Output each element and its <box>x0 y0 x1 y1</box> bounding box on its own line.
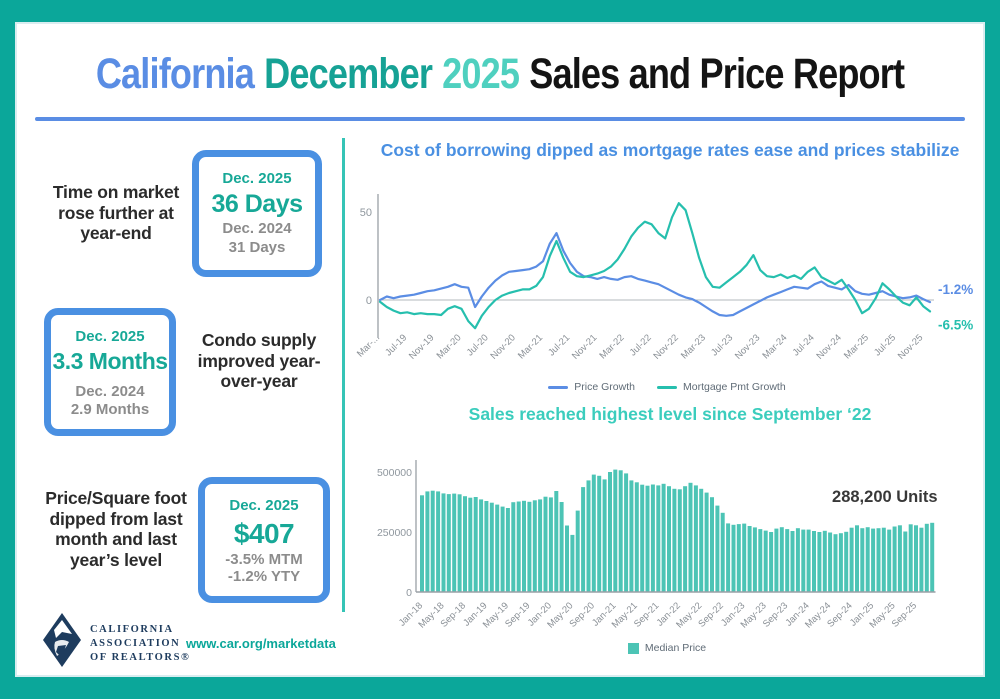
svg-text:Nov-20: Nov-20 <box>488 332 517 361</box>
median-price-label: Median Price <box>644 642 707 654</box>
stat-current-value: 3.3 Months <box>52 347 168 374</box>
svg-text:Nov-24: Nov-24 <box>814 332 843 361</box>
stat-current-label: Dec. 2025 <box>229 497 299 514</box>
svg-text:Jul-24: Jul-24 <box>791 332 817 358</box>
svg-text:250000: 250000 <box>377 527 412 539</box>
svg-text:Nov-23: Nov-23 <box>733 332 762 361</box>
svg-text:Mar-22: Mar-22 <box>598 332 627 361</box>
title-california: California <box>95 50 255 98</box>
line-chart-title: Cost of borrowing dipped as mortgage rat… <box>380 140 960 160</box>
svg-text:500000: 500000 <box>377 467 412 479</box>
car-logo-icon <box>43 613 81 667</box>
vertical-divider <box>342 138 345 612</box>
bar-chart-title: Sales reached highest level since Septem… <box>468 404 872 424</box>
svg-text:-1.2%: -1.2% <box>938 282 973 297</box>
svg-text:-6.5%: -6.5% <box>938 317 973 332</box>
median-price-swatch <box>627 642 639 654</box>
stat-box-days-on-market: Dec. 2025 36 Days Dec. 2024 31 Days <box>192 150 322 277</box>
stat-prior-value: 31 Days <box>228 238 286 256</box>
title-year: 2025 <box>442 50 520 98</box>
car-logo-text: CALIFORNIA ASSOCIATION OF REALTORS® <box>90 624 191 664</box>
stat-current-label: Dec. 2025 <box>75 328 145 345</box>
title-report: Sales and Price Report <box>529 50 905 98</box>
svg-text:0: 0 <box>406 587 412 599</box>
stat-note-condo-supply: Condo supply improved year-over-year <box>197 330 321 392</box>
stat-prior-label: Dec. 2024 <box>75 382 145 400</box>
svg-text:Nov-25: Nov-25 <box>896 332 925 361</box>
svg-text:0: 0 <box>366 295 372 307</box>
svg-text:Jul-22: Jul-22 <box>628 332 654 358</box>
svg-text:Mar-23: Mar-23 <box>679 332 708 361</box>
svg-text:Mar-20: Mar-20 <box>435 332 464 361</box>
svg-text:Jul-23: Jul-23 <box>709 332 735 358</box>
stat-prior-value: 2.9 Months <box>70 401 150 419</box>
title-december: December <box>264 50 433 98</box>
svg-text:Nov-19: Nov-19 <box>407 332 436 361</box>
svg-text:Jul-25: Jul-25 <box>872 332 898 358</box>
svg-text:Jul-21: Jul-21 <box>546 332 572 358</box>
svg-text:Mar-21: Mar-21 <box>516 332 545 361</box>
svg-text:Nov-22: Nov-22 <box>651 332 680 361</box>
stat-current-value: $407 <box>233 517 295 549</box>
stat-current-label: Dec. 2025 <box>222 170 292 187</box>
svg-text:Jul-19: Jul-19 <box>383 332 409 358</box>
mortgage-growth-label: Mortgage Pmt Growth <box>682 381 786 393</box>
svg-text:50: 50 <box>360 207 372 219</box>
stat-yty-change: -1.2% YTY <box>227 568 301 585</box>
title-underline <box>35 117 965 121</box>
mortgage-growth-swatch <box>656 385 677 389</box>
stat-prior-label: Dec. 2024 <box>222 220 292 237</box>
svg-text:Mar-24: Mar-24 <box>760 332 789 361</box>
svg-text:288,200 Units: 288,200 Units <box>832 488 937 506</box>
svg-text:Mar-...: Mar-... <box>355 332 382 359</box>
line-chart-legend: Price Growth Mortgage Pmt Growth <box>352 381 982 393</box>
price-growth-swatch <box>548 385 569 389</box>
stat-note-time-on-market: Time on market rose further at year-end <box>52 182 180 244</box>
bar-chart-legend: Median Price <box>352 642 982 654</box>
page-title: California December 2025 Sales and Price Re… <box>80 50 920 99</box>
stat-box-price-sqft: Dec. 2025 $407 -3.5% MTM -1.2% YTY <box>198 477 330 603</box>
website-link[interactable]: www.car.org/marketdata <box>186 636 336 651</box>
stat-mtm-change: -3.5% MTM <box>225 550 303 568</box>
stat-note-price-sqft: Price/Square foot dipped from last month… <box>45 488 187 570</box>
svg-text:Jul-20: Jul-20 <box>465 332 491 358</box>
stat-box-months-supply: Dec. 2025 3.3 Months Dec. 2024 2.9 Month… <box>44 308 176 436</box>
svg-text:Mar-25: Mar-25 <box>842 332 871 361</box>
price-growth-label: Price Growth <box>574 381 635 393</box>
svg-text:Nov-21: Nov-21 <box>570 332 599 361</box>
stat-current-value: 36 Days <box>211 189 303 218</box>
